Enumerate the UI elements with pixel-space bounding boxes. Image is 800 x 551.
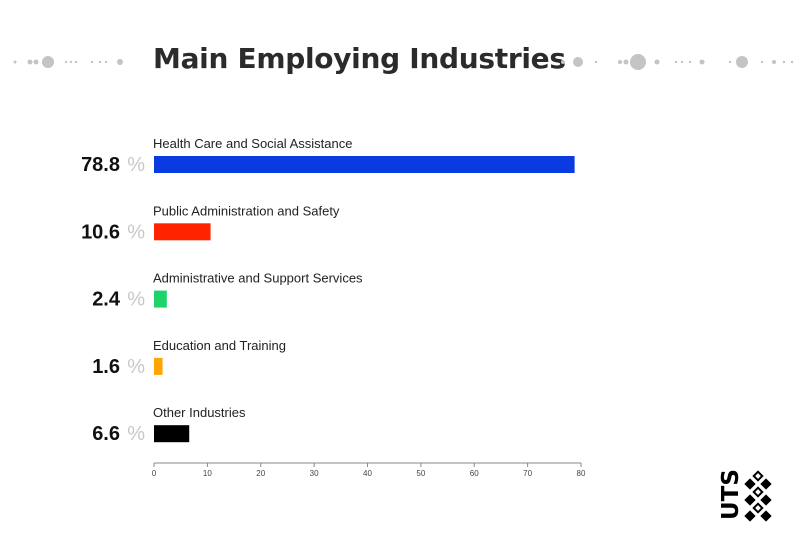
chart-title: Main Employing Industries — [153, 42, 566, 75]
category-label: Public Administration and Safety — [153, 203, 340, 218]
category-label: Education and Training — [153, 338, 286, 353]
decorative-dots-left — [13, 56, 123, 68]
category-label: Administrative and Support Services — [153, 271, 363, 286]
value-label: 2.4 — [92, 289, 121, 311]
x-tick-label: 0 — [152, 469, 157, 478]
bar — [154, 156, 575, 173]
bar — [154, 357, 163, 375]
category-label: Other Industries — [153, 405, 246, 420]
x-tick-label: 80 — [577, 469, 586, 478]
value-label: 6.6 — [92, 423, 120, 445]
percent-sign: % — [127, 154, 145, 176]
percent-sign: % — [127, 289, 145, 311]
bar — [154, 290, 167, 308]
percent-sign: % — [127, 356, 145, 378]
uts-logo: UTS — [718, 469, 772, 522]
bar — [154, 223, 211, 241]
percent-sign: % — [127, 221, 145, 243]
x-tick-label: 30 — [310, 469, 319, 478]
value-label: 78.8 — [81, 154, 120, 176]
x-tick-label: 20 — [256, 469, 265, 478]
category-label: Health Care and Social Assistance — [153, 136, 352, 151]
logo-text: UTS — [718, 469, 744, 520]
x-tick-label: 50 — [416, 469, 425, 478]
x-tick-label: 40 — [363, 469, 372, 478]
x-tick-label: 70 — [523, 469, 532, 478]
value-label: 1.6 — [92, 356, 120, 378]
bar — [154, 425, 190, 443]
decorative-dots-right — [561, 54, 794, 70]
percent-sign: % — [127, 423, 145, 445]
x-tick-label: 10 — [203, 469, 212, 478]
x-tick-label: 60 — [470, 469, 479, 478]
value-label: 10.6 — [81, 221, 120, 243]
